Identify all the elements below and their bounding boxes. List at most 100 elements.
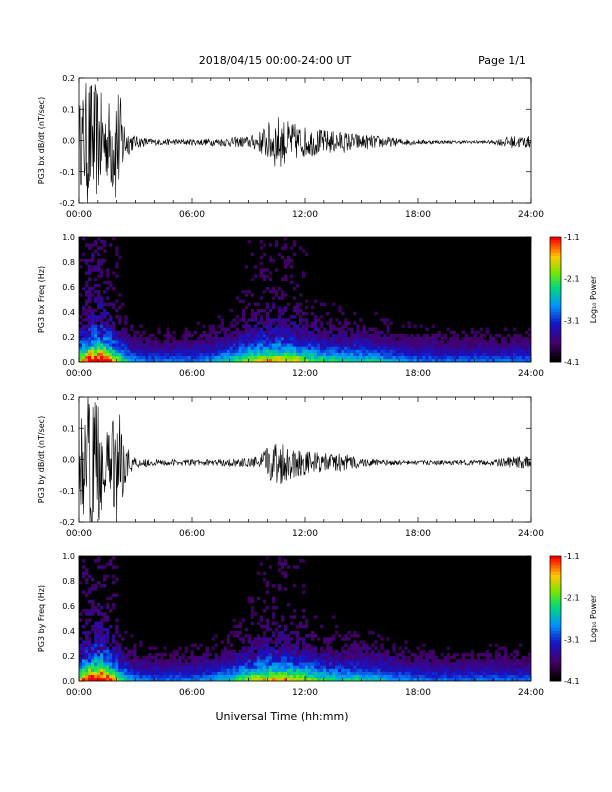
spectrogram-cell (256, 674, 261, 679)
spectrogram-cell (88, 277, 92, 281)
spectrogram-cell (196, 337, 200, 341)
spectrogram-cell (268, 637, 273, 641)
spectrogram-cell (211, 637, 215, 641)
spectrogram-cell (455, 662, 459, 666)
spectrogram-cell (440, 652, 444, 657)
spectrogram-cell (139, 349, 143, 353)
spectrogram-cell (308, 665, 312, 669)
spectrogram-cell (85, 355, 89, 360)
colorbar-segment (550, 358, 561, 363)
spectrogram-cell (211, 668, 215, 672)
spectrogram-cell (124, 631, 128, 635)
colorbar-segment (550, 584, 561, 588)
spectrogram-cell (512, 343, 517, 347)
spectrogram-cell (518, 662, 523, 666)
colorbar-segment (550, 296, 561, 300)
spectrogram-cell (253, 340, 258, 344)
spectrogram-cell (356, 656, 360, 660)
spectrogram-cell (311, 659, 315, 663)
spectrogram-cell (479, 352, 484, 356)
spectrogram-cell (458, 674, 462, 679)
spectrogram-cell (82, 565, 86, 569)
spectrogram-cell (311, 677, 315, 681)
spectrogram-cell (341, 349, 345, 353)
spectrogram-cell (280, 330, 285, 335)
spectrogram-cell (88, 659, 92, 663)
spectrogram-cell (277, 562, 282, 566)
spectrogram-cell (148, 665, 152, 669)
spectrogram-cell (479, 343, 484, 347)
spectrogram-cell (326, 352, 330, 356)
spectrogram-cell (308, 330, 312, 335)
spectrogram-cell (118, 337, 122, 341)
colorbar-segment (550, 612, 561, 616)
spectrogram-cell (124, 671, 128, 675)
spectrogram-cell (335, 677, 339, 681)
spectrogram-cell (422, 349, 426, 353)
spectrogram-cell (232, 677, 236, 681)
spectrogram-cell (314, 346, 318, 350)
spectrogram-cell (509, 349, 514, 353)
spectrogram-cell (512, 340, 517, 344)
spectrogram-cell (88, 671, 92, 675)
spectrogram-cell (485, 330, 490, 335)
spectrogram-cell (253, 677, 258, 681)
spectrogram-cell (470, 330, 474, 335)
spectrogram-cell (196, 659, 200, 663)
spectrogram-cell (127, 337, 131, 341)
spectrogram-cell (320, 668, 324, 672)
spectrogram-cell (238, 665, 242, 669)
spectrogram-cell (88, 312, 92, 316)
spectrogram-cell (271, 674, 276, 679)
spectrogram-cell (262, 290, 267, 294)
spectrogram-cell (494, 349, 499, 353)
spectrogram-cell (305, 324, 309, 328)
spectrogram-cell (464, 333, 468, 338)
spectrogram-cell (434, 677, 438, 681)
spectrogram-cell (91, 584, 95, 588)
spectrogram-cell (365, 656, 369, 660)
spectrogram-cell (289, 352, 294, 356)
spectrogram-cell (341, 674, 345, 679)
spectrogram-cell (265, 324, 270, 328)
spectrogram-cell (446, 662, 450, 666)
spectrogram-cell (518, 355, 523, 360)
spectrogram-cell (464, 677, 468, 681)
spectrogram-cell (226, 656, 230, 660)
spectrogram-cell (446, 668, 450, 672)
spectrogram-cell (528, 659, 531, 663)
spectrogram-cell (229, 355, 233, 360)
spectrogram-cell (166, 343, 170, 347)
spectrogram-cell (515, 355, 520, 360)
spectrogram-cell (446, 358, 450, 362)
spectrogram-cell (446, 652, 450, 657)
spectrogram-cell (226, 665, 230, 669)
spectrogram-cell (377, 333, 381, 338)
spectrogram-cell (277, 355, 282, 360)
spectrogram-cell (211, 659, 215, 663)
spectrogram-cell (443, 668, 447, 672)
colorbar-segment (550, 649, 561, 654)
spectrogram-cell (91, 599, 95, 604)
spectrogram-cell (79, 618, 83, 622)
spectrogram-cell (518, 668, 523, 672)
spectrogram-cell (130, 634, 134, 638)
spectrogram-cell (244, 674, 248, 679)
spectrogram-cell (425, 677, 429, 681)
spectrogram-cell (292, 321, 297, 325)
spectrogram-cell (479, 337, 484, 341)
spectrogram-cell (377, 656, 381, 660)
spectrogram-cell (308, 659, 312, 663)
spectrogram-cell (323, 333, 327, 338)
spectrogram-cell (401, 677, 405, 681)
spectrogram-cell (100, 627, 104, 632)
spectrogram-cell (133, 656, 137, 660)
spectrogram-cell (259, 315, 264, 319)
spectrogram-cell (262, 274, 267, 278)
spectrogram-cell (259, 637, 264, 641)
spectrogram-cell (136, 665, 140, 669)
spectrogram-cell (482, 340, 487, 344)
spectrogram-cell (100, 612, 104, 616)
spectrogram-cell (241, 343, 245, 347)
spectrogram-cell (268, 656, 273, 660)
